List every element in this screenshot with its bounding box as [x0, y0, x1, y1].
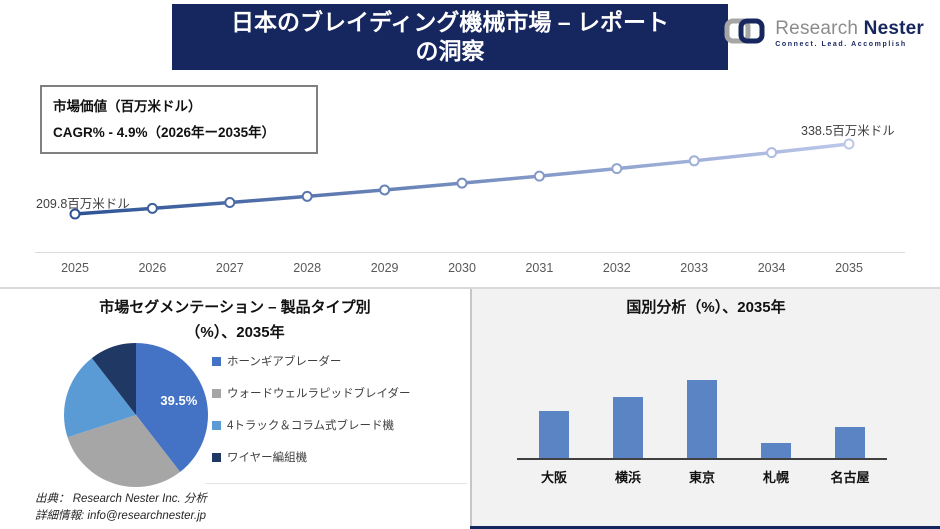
legend-label: ワイヤー編組機 — [227, 452, 308, 464]
bar-category-label: 東京 — [688, 470, 715, 485]
page-title-line2: の洞察 — [415, 38, 485, 64]
country-analysis-panel: 国別分析（%）、2035年 大阪 横浜 東京 札幌 名古屋 — [470, 289, 940, 529]
bar-category-label: 横浜 — [614, 470, 641, 485]
year-tick-label: 2028 — [293, 261, 322, 275]
logo-brand-text: Research Nester — [775, 19, 924, 38]
page-title: 日本のブレイディング機械市場 – レポート の洞察 — [172, 4, 728, 70]
bar-category-label: 大阪 — [540, 470, 567, 485]
logo-word-nester: Nester — [863, 18, 924, 39]
pie-slice — [67, 415, 181, 488]
pie-title-line2: （%）、2035年 — [185, 323, 285, 341]
legend-swatch-icon — [212, 452, 221, 462]
bottom-accent-line — [470, 526, 940, 529]
bar-名古屋 — [835, 427, 865, 458]
section-divider — [0, 287, 940, 289]
line-data-point — [533, 170, 545, 182]
segmentation-pie-panel: 市場セグメンテーション – 製品タイプ別 （%）、2035年 39.5% ホーン… — [0, 289, 470, 529]
legend-swatch-icon — [212, 356, 221, 366]
legend-item: 4トラック＆コラム式ブレード機 — [212, 417, 462, 433]
market-value-cagr-box: 市場価値（百万米ドル） CAGR% - 4.9%（2026年ー2035年） — [40, 85, 318, 155]
legend-item: ホーンギアブレーダー — [212, 353, 462, 369]
line-data-point — [69, 208, 81, 220]
country-bar-chart — [517, 360, 887, 460]
line-data-point — [843, 138, 855, 150]
pie-chart-title: 市場セグメンテーション – 製品タイプ別 （%）、2035年 — [0, 296, 470, 346]
line-end-value-label: 338.5百万米ドル — [801, 124, 895, 138]
pie-title-line1: 市場セグメンテーション – 製品タイプ別 — [99, 299, 371, 316]
pie-slice — [91, 343, 136, 415]
chain-links-icon — [723, 13, 769, 54]
year-tick-label: 2035 — [835, 261, 863, 275]
bar-category-label: 名古屋 — [830, 470, 870, 485]
line-data-point — [456, 177, 468, 189]
legend-label: ホーンギアブレーダー — [227, 356, 342, 368]
pie-slice-data-label: 39.5% — [160, 393, 197, 408]
cagr-label: CAGR% - 4.9%（2026年ー2035年） — [53, 124, 276, 140]
line-data-point — [301, 190, 313, 202]
market-value-line-chart — [69, 138, 855, 220]
legend-separator-line — [205, 483, 467, 484]
line-data-point — [224, 197, 236, 209]
pie-slice — [136, 343, 208, 472]
bar-札幌 — [761, 442, 791, 458]
bar-category-label: 札幌 — [762, 470, 789, 485]
legend-item: ウォードウェルラピッドブレイダー — [212, 385, 462, 401]
line-data-point — [766, 147, 778, 159]
year-tick-label: 2026 — [138, 261, 167, 275]
logo-word-research: Research — [775, 18, 859, 39]
line-data-point — [611, 163, 623, 175]
legend-swatch-icon — [212, 388, 221, 398]
year-tick-label: 2031 — [525, 261, 554, 275]
year-tick-label: 2029 — [370, 261, 399, 275]
segmentation-pie-chart: 39.5% — [63, 343, 208, 488]
legend-label: 4トラック＆コラム式ブレード機 — [227, 420, 395, 432]
year-tick-label: 2033 — [680, 261, 709, 275]
bar-東京 — [687, 380, 717, 458]
bar-大阪 — [539, 411, 569, 458]
market-value-label: 市場価値（百万米ドル） — [53, 99, 202, 114]
pie-legend: ホーンギアブレーダーウォードウェルラピッドブレイダー 4トラック＆コラム式ブレード… — [212, 353, 462, 481]
line-start-value-label: 209.8百万米ドル — [36, 197, 130, 211]
legend-swatch-icon — [212, 420, 221, 430]
logo-tagline: Connect. Lead. Accomplish — [775, 41, 907, 48]
line-data-point — [146, 202, 158, 214]
year-tick-label: 2025 — [61, 261, 89, 275]
year-tick-label: 2034 — [757, 261, 786, 275]
bar-chart-title: 国別分析（%）、2035年 — [626, 299, 786, 316]
pie-slice — [63, 358, 136, 438]
legend-label: ウォードウェルラピッドブレイダー — [227, 388, 411, 400]
year-tick-label: 2032 — [602, 261, 631, 275]
bar-category-labels: 大阪 横浜 東京 札幌 名古屋 — [517, 467, 887, 486]
legend-item: ワイヤー編組機 — [212, 449, 462, 465]
line-data-point — [379, 184, 391, 196]
x-axis-gridline — [35, 252, 905, 253]
bar-横浜 — [613, 396, 643, 458]
research-nester-logo: Research Nester Connect. Lead. Accomplis… — [723, 13, 924, 54]
year-tick-label: 2027 — [215, 261, 244, 275]
source-line: 出典： Research Nester Inc. 分析 — [35, 493, 207, 505]
page-title-line1: 日本のブレイディング機械市場 – レポート — [231, 8, 669, 35]
contact-line: 詳細情報: info@researchnester.jp — [35, 510, 207, 523]
line-data-point — [688, 155, 700, 167]
source-note: 出典： Research Nester Inc. 分析 詳細情報: info@r… — [35, 491, 207, 526]
year-tick-label: 2030 — [448, 261, 476, 275]
